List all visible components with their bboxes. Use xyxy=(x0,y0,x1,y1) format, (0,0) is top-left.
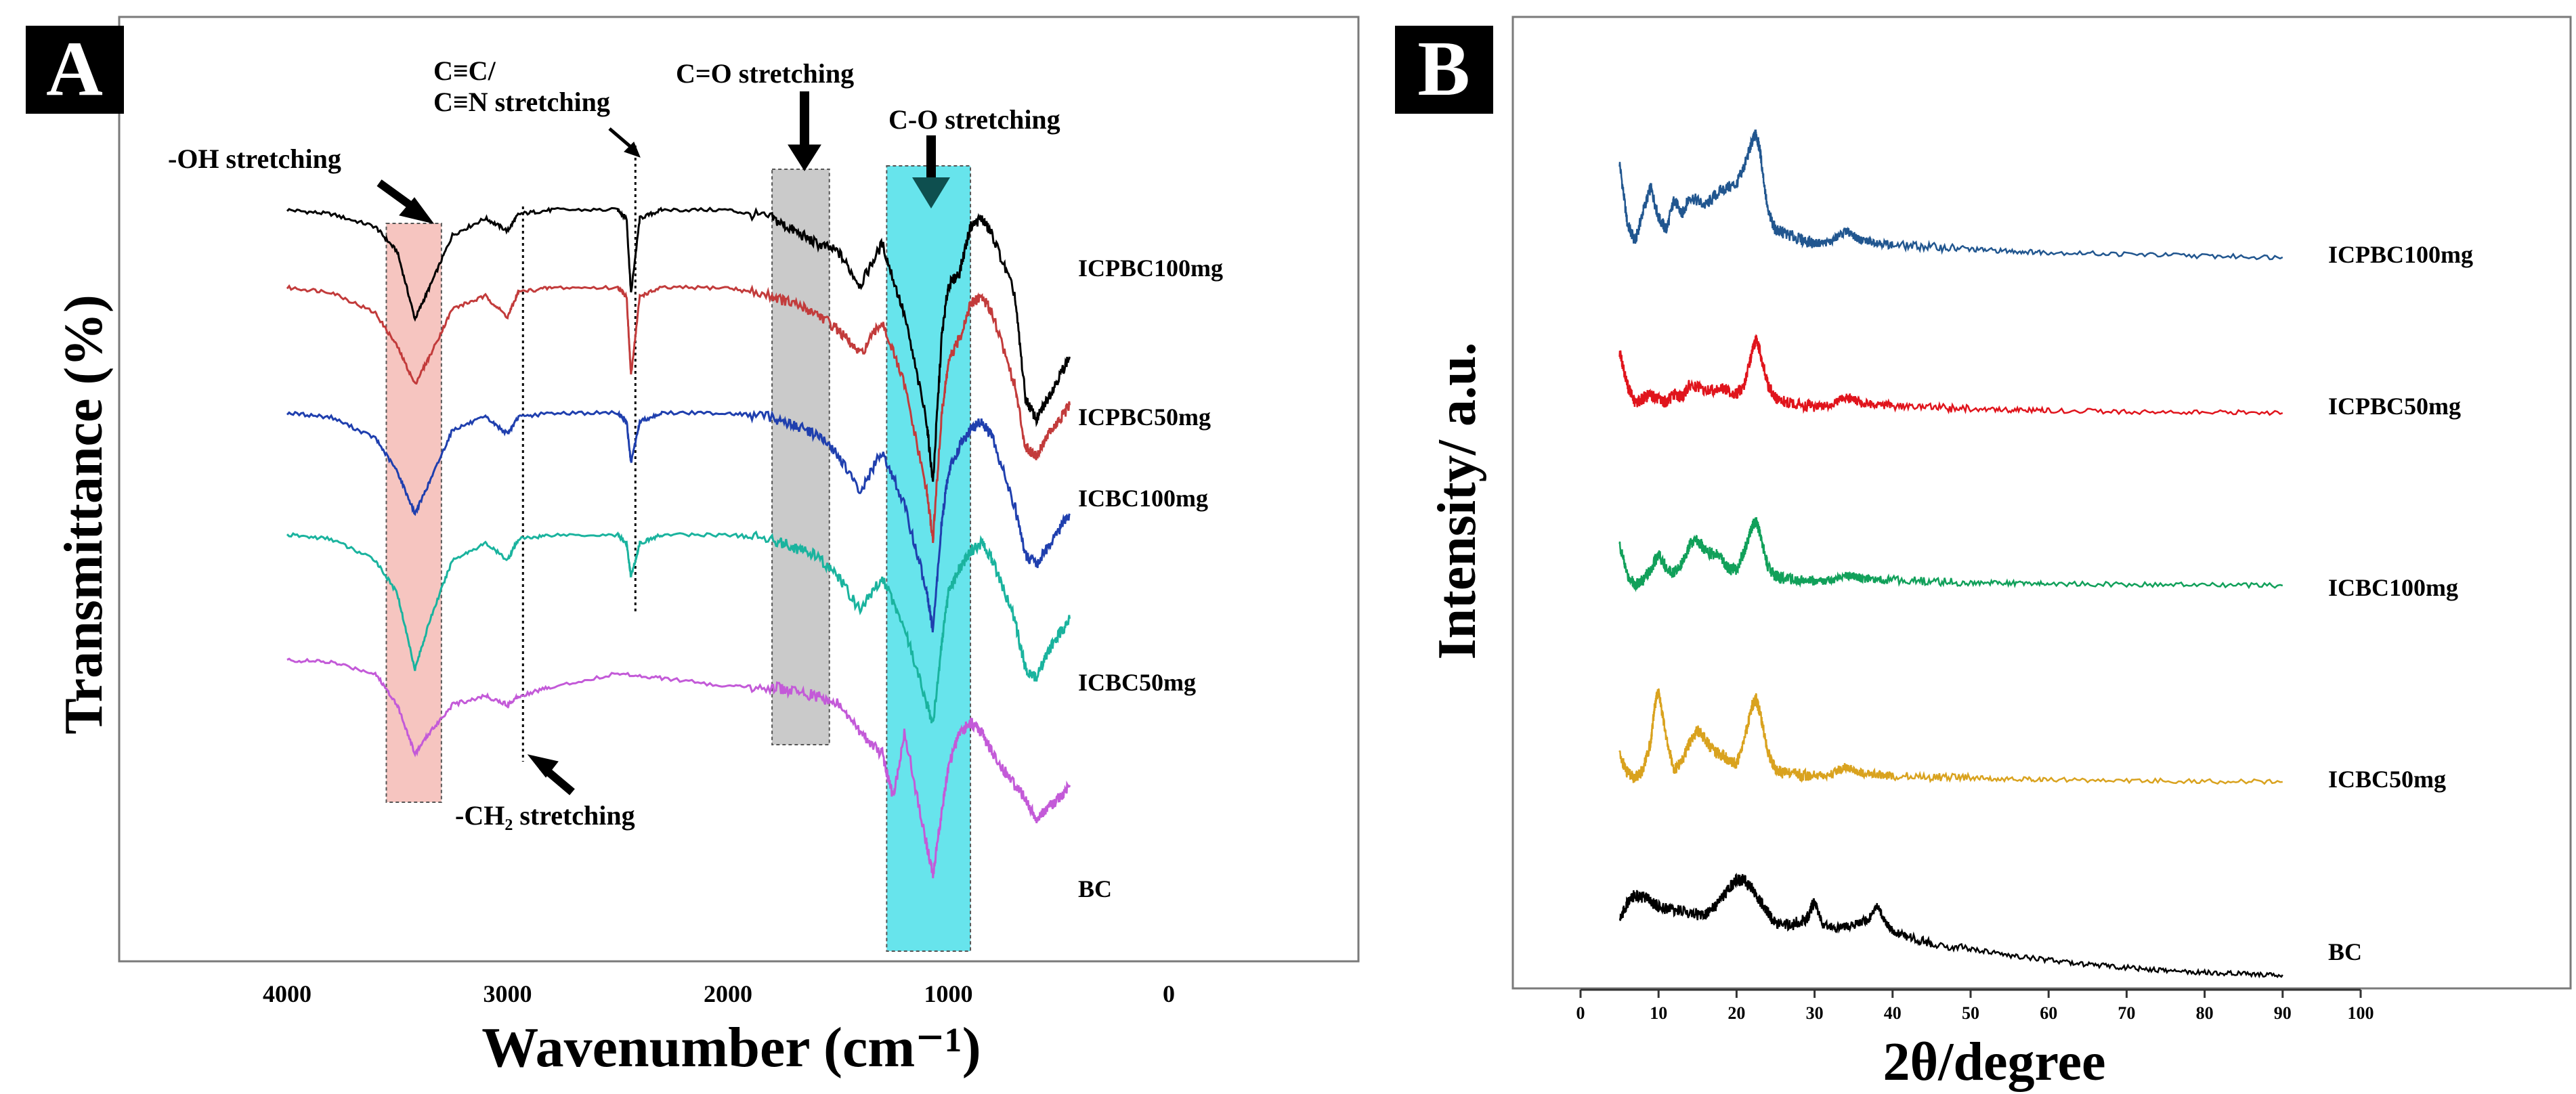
series-label-bc: BC xyxy=(1078,875,1112,902)
series-label-icbc50mg: ICBC50mg xyxy=(1078,669,1196,696)
x-tick-label-2000: 2000 xyxy=(704,980,752,1007)
annotation-ccn-line1: C≡C/ xyxy=(433,56,496,86)
panel-b-x-label: 2θ/degree xyxy=(1883,1032,2105,1092)
panel-a-highlight-regions xyxy=(385,165,972,952)
series-label-icpbc100mg: ICPBC100mg xyxy=(2328,241,2473,268)
highlight-region-co_dbl xyxy=(771,169,830,745)
series-label-icbc50mg: ICBC50mg xyxy=(2328,766,2446,793)
series-label-icbc100mg: ICBC100mg xyxy=(2328,574,2458,601)
series-label-icpbc100mg: ICPBC100mg xyxy=(1078,255,1223,282)
arrow-ccn xyxy=(608,127,635,150)
series-line-icbc100mg xyxy=(286,410,1071,633)
panel-a-series xyxy=(286,206,1071,879)
panel-a-x-axis: 4000 3000 2000 1000 0 xyxy=(263,980,1175,1007)
panel-b-series-labels: ICPBC100mg ICPBC50mg ICBC100mg ICBC50mg BC xyxy=(2328,241,2473,965)
panel-b-y-label: Intensity/ a.u. xyxy=(1427,343,1487,660)
x-tick-label-60: 60 xyxy=(2040,1003,2057,1023)
annotation-c-dbl-o: C=O stretching xyxy=(676,58,854,89)
x-tick-label-1000: 1000 xyxy=(924,980,973,1007)
x-tick-label-10: 10 xyxy=(1650,1003,1667,1023)
annotation-ch2: -CH₂ stretching xyxy=(455,800,635,831)
series-line-icpbc50mg xyxy=(1618,334,2283,416)
series-label-icpbc50mg: ICPBC50mg xyxy=(1078,403,1211,431)
x-tick-label-0: 0 xyxy=(1576,1003,1585,1023)
panel-b-label-box xyxy=(1395,26,1493,114)
panel-b-frame xyxy=(1511,16,2572,990)
arrow-c-o-head xyxy=(912,177,950,209)
arrow-c-dbl-o-head xyxy=(788,144,821,171)
panel-a-annotations: -OH stretching C≡C/ C≡N stretching C=O s… xyxy=(168,56,1060,831)
annotation-ccn-line2: C≡N stretching xyxy=(433,87,610,117)
arrow-ccn-head xyxy=(624,141,641,158)
annotation-oh: -OH stretching xyxy=(168,144,341,174)
series-label-icbc100mg: ICBC100mg xyxy=(1078,485,1208,512)
x-tick-label-100: 100 xyxy=(2348,1003,2374,1023)
series-line-icbc50mg xyxy=(1618,688,2283,785)
x-tick-label-40: 40 xyxy=(1884,1003,1902,1023)
x-tick-label-30: 30 xyxy=(1806,1003,1824,1023)
series-line-icpbc50mg xyxy=(286,284,1071,544)
x-tick-label-0: 0 xyxy=(1163,980,1175,1007)
panel-a-y-label: Transmittance (%) xyxy=(54,294,114,735)
series-line-icbc50mg xyxy=(286,530,1071,724)
panel-a-marker-lines xyxy=(521,146,637,762)
panel-b: B 0 10 20 30 40 50 60 70 80 90 100 ICPBC100mgICPBC… xyxy=(1395,16,2572,1092)
annotation-c-o: C-O stretching xyxy=(888,104,1060,135)
series-line-icbc100mg xyxy=(1618,517,2283,592)
x-tick-label-80: 80 xyxy=(2196,1003,2214,1023)
x-tick-label-50: 50 xyxy=(1962,1003,1979,1023)
series-line-bc xyxy=(286,657,1071,879)
series-line-icpbc100mg xyxy=(286,206,1071,482)
x-tick-label-70: 70 xyxy=(2118,1003,2135,1023)
panel-a: A 4000 3000 2000 1000 0 ICPBC100mgICPBC50mgI… xyxy=(26,16,1360,1079)
series-label-icpbc50mg: ICPBC50mg xyxy=(2328,393,2461,420)
x-tick-label-3000: 3000 xyxy=(484,980,532,1007)
x-tick-label-90: 90 xyxy=(2274,1003,2292,1023)
panel-a-frame xyxy=(118,16,1360,963)
panel-a-letter: A xyxy=(46,26,103,112)
panel-b-x-axis: 0 10 20 30 40 50 60 70 80 90 100 xyxy=(1576,988,2374,1023)
panel-a-series-labels: ICPBC100mg ICPBC50mg ICBC100mg ICBC50mg BC xyxy=(1078,255,1223,902)
panel-a-x-label: Wavenumber (cm⁻¹) xyxy=(481,1016,981,1079)
panel-b-letter: B xyxy=(1417,26,1469,112)
annotation-arrows xyxy=(377,91,950,795)
x-tick-label-4000: 4000 xyxy=(263,980,312,1007)
panel-a-label-box xyxy=(26,26,124,114)
highlight-region-co_single xyxy=(886,165,972,952)
series-line-icpbc100mg xyxy=(1618,129,2283,261)
series-label-bc: BC xyxy=(2328,938,2362,965)
series-line-bc xyxy=(1618,873,2283,979)
arrow-ch2-head xyxy=(527,754,559,778)
x-tick-label-20: 20 xyxy=(1727,1003,1745,1023)
arrow-oh-head xyxy=(399,197,435,224)
panel-b-series xyxy=(1618,129,2283,979)
